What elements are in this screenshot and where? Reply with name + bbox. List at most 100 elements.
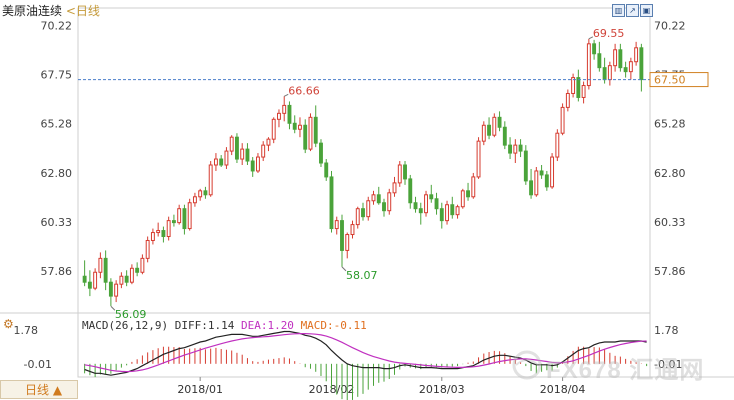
macd-dea-line	[84, 333, 647, 373]
candle-body	[424, 194, 428, 214]
candle-body	[387, 192, 392, 212]
candle-body	[277, 112, 281, 120]
candle-body	[308, 116, 313, 150]
candle-body	[213, 158, 218, 166]
current-price-label: 67.50	[654, 74, 686, 87]
candle-body	[382, 202, 386, 212]
candle-body	[266, 138, 271, 146]
candle-body	[324, 162, 329, 178]
candle-body	[208, 164, 213, 196]
candle-body	[529, 180, 534, 196]
period-tab-daily[interactable]: 日线 ▲	[0, 380, 78, 399]
candle-body	[145, 239, 150, 259]
candle-body	[171, 220, 176, 224]
candle-body	[298, 124, 302, 130]
candle-body	[219, 158, 224, 166]
candle-body	[319, 142, 323, 164]
instrument-name: 美原油连续	[2, 4, 63, 18]
candle-body	[82, 275, 87, 283]
candle-body	[497, 116, 502, 128]
candle-body	[618, 49, 623, 69]
candle-body	[250, 160, 255, 172]
y-tick-left-3: 62.80	[41, 167, 73, 180]
candle-body	[613, 49, 618, 67]
macd-legend: MACD(26,12,9) DIFF:1.14 DEA:1.20 MACD:-0…	[82, 319, 367, 332]
macd-axis-left-top: 1.78	[14, 324, 39, 337]
candle-body	[261, 144, 266, 158]
settings-icon[interactable]: ▣	[640, 4, 653, 17]
annotation-leader	[588, 36, 594, 40]
candle-body	[303, 124, 308, 150]
period-link[interactable]: <日线	[65, 4, 100, 18]
current-price-tag	[649, 72, 709, 88]
candle-body	[119, 275, 124, 285]
draw-tool-icon[interactable]: ↗	[626, 4, 639, 17]
candle-body	[103, 257, 108, 283]
candle-body	[492, 116, 497, 136]
candle-body	[518, 144, 523, 152]
candle-body	[550, 156, 555, 188]
macd-axis-right-top: 1.78	[654, 324, 679, 337]
candle-body	[408, 178, 413, 204]
candle-body	[455, 206, 460, 216]
candle-body	[602, 67, 607, 81]
candle-body	[156, 230, 161, 234]
candle-body	[539, 170, 544, 176]
annotation-label-3: 69.55	[593, 27, 625, 40]
candle-body	[592, 43, 597, 55]
candle-body	[565, 92, 570, 108]
candle-body	[256, 156, 260, 172]
candle-body	[439, 208, 444, 222]
candle-body	[198, 190, 203, 198]
annotation-leader	[341, 266, 347, 272]
annotation-leader	[283, 93, 289, 97]
candle-body	[508, 144, 513, 154]
y-tick-right-2: 65.28	[654, 118, 686, 131]
macd-value-label: MACD:-0.11	[300, 319, 367, 332]
candle-body	[471, 176, 476, 198]
macd-diff-line	[84, 330, 647, 376]
candle-body	[476, 140, 481, 178]
x-tick-0: 2018/01	[177, 383, 223, 396]
y-tick-right-5: 57.86	[654, 265, 686, 278]
candle-body	[229, 136, 234, 152]
x-tick-1: 2018/02	[309, 383, 355, 396]
y-tick-left-1: 67.75	[41, 69, 73, 82]
candle-body	[413, 202, 418, 210]
candle-body	[177, 208, 182, 224]
annotation-label-0: 56.09	[115, 308, 147, 321]
candle-body	[639, 47, 644, 81]
y-tick-left-0: 70.22	[41, 20, 73, 33]
x-tick-2: 2018/03	[419, 383, 465, 396]
candle-body	[150, 232, 155, 241]
candle-body	[597, 53, 602, 69]
macd-name: MACD(26,12,9)	[82, 319, 169, 332]
y-tick-left-5: 57.86	[41, 265, 73, 278]
candle-body	[234, 136, 239, 160]
candle-body	[502, 126, 507, 146]
indicator-settings-icon[interactable]: ⚙	[3, 317, 14, 331]
candle-body	[460, 190, 465, 208]
chart-title: 美原油连续 <日线	[2, 2, 100, 19]
candle-body	[140, 257, 145, 273]
candle-body	[523, 150, 528, 182]
candle-body	[607, 65, 612, 81]
candle-body	[397, 164, 402, 184]
candle-body	[392, 182, 397, 194]
candle-body	[192, 196, 197, 204]
chart-type-icon[interactable]: ▥	[612, 4, 625, 17]
candle-body	[571, 77, 576, 94]
candle-body	[340, 220, 344, 251]
y-tick-right-0: 70.22	[654, 20, 686, 33]
candle-body	[376, 194, 381, 204]
candle-body	[161, 230, 166, 238]
candle-body	[182, 208, 187, 230]
candle-body	[108, 281, 113, 297]
x-tick-3: 2018/04	[540, 383, 586, 396]
candle-body	[445, 204, 449, 222]
main-panel-frame	[77, 7, 651, 314]
candle-body	[329, 176, 334, 230]
candle-body	[586, 43, 591, 87]
candle-body	[544, 174, 549, 188]
